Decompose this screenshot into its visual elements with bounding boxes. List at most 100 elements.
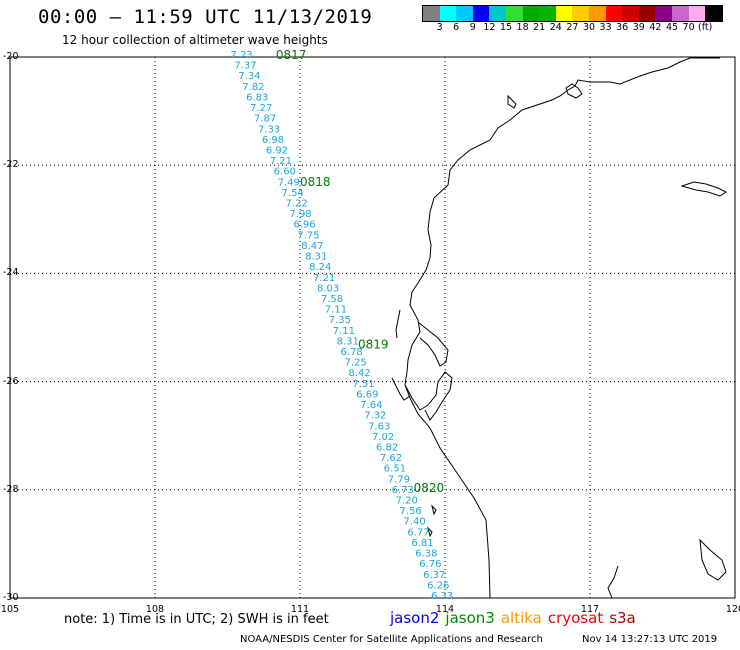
island-small-b bbox=[427, 526, 433, 538]
legend-swatch-16 bbox=[688, 6, 706, 21]
time-markers: 0817 0818 0819 0820 bbox=[276, 48, 444, 495]
swh-value: 8.31 bbox=[337, 336, 359, 347]
swh-value: 6.96 bbox=[293, 220, 315, 231]
swh-value: 7.63 bbox=[368, 421, 390, 432]
satellite-jason2: jason2 bbox=[390, 609, 440, 627]
color-legend bbox=[422, 5, 723, 22]
satellite-track: 7.237.377.347.826.837.277.877.336.986.92… bbox=[230, 50, 453, 602]
coastline bbox=[391, 57, 727, 599]
swh-value: 6.78 bbox=[341, 347, 363, 358]
legend-label: 36 bbox=[616, 22, 629, 33]
legend-label: 27 bbox=[566, 22, 579, 33]
swh-value: 7.37 bbox=[234, 61, 256, 72]
time-marker: 0820 bbox=[414, 481, 445, 495]
footer-credit: NOAA/NESDIS Center for Satellite Applica… bbox=[240, 634, 543, 645]
latitude-label: -22 bbox=[3, 159, 19, 171]
legend-swatch-13 bbox=[638, 6, 656, 21]
swh-value: 7.82 bbox=[242, 82, 264, 93]
legend-label: 12 bbox=[483, 22, 496, 33]
swh-value: 6.33 bbox=[431, 591, 453, 602]
swh-value: 7.21 bbox=[313, 273, 335, 284]
longitude-label: 114 bbox=[435, 604, 455, 615]
latitude-label: -28 bbox=[3, 483, 19, 495]
legend-swatch-15 bbox=[671, 6, 689, 21]
latitude-label: -24 bbox=[3, 267, 19, 279]
legend-label: 15 bbox=[499, 22, 513, 33]
swh-value: 8.42 bbox=[348, 368, 370, 379]
map-title: 00:00 — 11:59 UTC 11/13/2019 bbox=[38, 6, 373, 28]
swh-value: 7.22 bbox=[285, 199, 307, 210]
swh-value: 6.37 bbox=[423, 570, 445, 581]
coast-southeast bbox=[607, 565, 619, 599]
swh-value: 7.40 bbox=[403, 517, 425, 528]
coastline-mainland bbox=[404, 57, 720, 599]
legend-label: 33 bbox=[599, 22, 612, 33]
swh-value: 7.23 bbox=[230, 50, 252, 61]
coastline-peninsula bbox=[417, 321, 449, 367]
legend-swatch-10 bbox=[588, 6, 606, 21]
swh-value: 7.32 bbox=[364, 411, 386, 422]
legend-label: 3 bbox=[436, 22, 443, 33]
satellite-cryosat: cryosat bbox=[547, 609, 604, 627]
legend-label: 45 bbox=[665, 22, 679, 33]
legend-swatch-1 bbox=[439, 6, 457, 21]
swh-value: 6.81 bbox=[411, 538, 433, 549]
map-grid bbox=[9, 56, 736, 599]
swh-value: 7.64 bbox=[360, 400, 382, 411]
swh-value: 7.51 bbox=[352, 379, 374, 390]
time-marker: 0818 bbox=[300, 175, 331, 189]
swh-value: 7.98 bbox=[289, 209, 311, 220]
island-gulf bbox=[565, 83, 583, 99]
legend-label: 42 bbox=[649, 22, 662, 33]
legend-swatch-12 bbox=[622, 6, 639, 21]
swh-value: 7.02 bbox=[372, 432, 394, 443]
swh-value: 6.76 bbox=[419, 559, 441, 570]
swh-value: 7.58 bbox=[321, 294, 343, 305]
legend-label: 18 bbox=[516, 22, 529, 33]
swh-value: 7.11 bbox=[333, 326, 355, 337]
swh-value: 7.87 bbox=[254, 114, 276, 125]
swh-value: 7.75 bbox=[297, 230, 319, 241]
legend-swatch-7 bbox=[539, 6, 556, 21]
coast-east bbox=[680, 181, 727, 197]
footer-timestamp: Nov 14 13:27:13 UTC 2019 bbox=[582, 634, 718, 645]
swh-value: 6.60 bbox=[274, 167, 296, 178]
latitude-label: -26 bbox=[3, 375, 19, 387]
swh-value: 6.92 bbox=[266, 145, 288, 156]
legend-swatch-8 bbox=[555, 6, 573, 21]
longitude-label: 108 bbox=[145, 604, 165, 615]
swh-value: 7.54 bbox=[282, 188, 304, 199]
swh-value: 6.77 bbox=[407, 527, 429, 538]
longitude-label: 111 bbox=[290, 604, 310, 615]
legend-swatch-14 bbox=[655, 6, 672, 21]
satellite-legend: jason2 jason3 altika cryosat s3a bbox=[390, 609, 642, 627]
swh-value: 7.34 bbox=[238, 71, 260, 82]
longitude-label: 117 bbox=[580, 604, 600, 615]
swh-value: 7.33 bbox=[258, 124, 280, 135]
longitude-label: 105 bbox=[0, 604, 20, 615]
coast-southeast-2 bbox=[699, 538, 727, 581]
island-dirk-hartog bbox=[395, 309, 401, 339]
legend-swatch-0 bbox=[423, 6, 440, 21]
legend-swatch-2 bbox=[456, 6, 473, 21]
swh-value: 7.62 bbox=[380, 453, 402, 464]
swh-value: 6.98 bbox=[262, 135, 284, 146]
legend-label: 30 bbox=[582, 22, 596, 33]
swh-value: 7.21 bbox=[270, 156, 292, 167]
swh-value: 7.79 bbox=[388, 474, 410, 485]
swh-value: 7.35 bbox=[329, 315, 351, 326]
island-shark bbox=[391, 377, 411, 401]
legend-label: 39 bbox=[632, 22, 645, 33]
legend-swatch-3 bbox=[472, 6, 490, 21]
legend-swatch-4 bbox=[489, 6, 506, 21]
swh-value: 8.47 bbox=[301, 241, 323, 252]
swh-value: 8.31 bbox=[305, 252, 327, 263]
swh-value: 6.38 bbox=[415, 549, 437, 560]
legend-swatch-5 bbox=[505, 6, 523, 21]
legend-swatch-9 bbox=[572, 6, 589, 21]
legend-swatch-11 bbox=[605, 6, 623, 21]
map-frame bbox=[9, 56, 736, 599]
swh-value: 7.11 bbox=[325, 305, 347, 316]
legend-label: 6 bbox=[453, 22, 460, 33]
